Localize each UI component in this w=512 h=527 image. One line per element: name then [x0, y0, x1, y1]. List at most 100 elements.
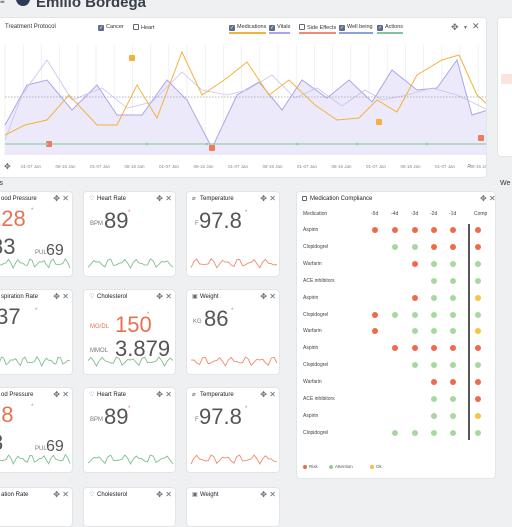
move-icon[interactable]: ✥: [53, 390, 60, 399]
series-toggle-medications[interactable]: ✓ Medications: [229, 24, 267, 34]
close-icon[interactable]: ✕: [62, 390, 69, 399]
checkbox[interactable]: [133, 24, 139, 30]
trend-arrow: *: [128, 210, 131, 216]
status-dot-green: [431, 429, 437, 436]
vital-value: 89: [104, 404, 129, 429]
trend-arrow: *: [31, 404, 34, 410]
medications-line: [4, 50, 486, 136]
move-icon[interactable]: ✥: [156, 490, 163, 499]
medication-name: Aspirin: [303, 294, 319, 301]
column-header: -5d: [371, 211, 379, 217]
close-icon[interactable]: ✕: [269, 292, 276, 301]
close-icon[interactable]: ✕: [165, 390, 172, 399]
move-icon[interactable]: ✥: [156, 292, 163, 301]
status-dot-red: [431, 227, 437, 233]
zoom-move-icon[interactable]: ✥: [4, 162, 11, 171]
close-icon[interactable]: ✕: [165, 194, 172, 203]
move-icon[interactable]: ✥: [260, 490, 267, 499]
sparkline-path: [87, 258, 174, 269]
toggle-label: Heart: [141, 25, 155, 31]
status-dot-green: [450, 396, 456, 402]
move-icon[interactable]: ✥: [53, 292, 60, 301]
legend-label: Attention: [335, 464, 353, 469]
dropdown-icon[interactable]: ▼: [463, 25, 468, 31]
event-marker: [209, 145, 215, 151]
trend-arrow: *: [35, 308, 38, 314]
compliance-dot-red: [475, 379, 481, 386]
weight-icon: ▣: [192, 492, 198, 498]
thermometer-icon: ⌀: [192, 392, 196, 398]
move-icon[interactable]: ✥: [260, 194, 267, 203]
avatar-icon[interactable]: [16, 0, 30, 6]
sparkline: [87, 356, 174, 367]
checkbox[interactable]: ✓: [269, 25, 275, 31]
close-icon[interactable]: ✕: [489, 194, 496, 203]
compliance-legend: Risk Attention Ok: [303, 464, 423, 472]
medication-name: Clopidogrel: [303, 243, 329, 250]
sparkline-path: [190, 454, 277, 465]
move-icon[interactable]: ✥: [156, 194, 163, 203]
close-icon[interactable]: ✕: [165, 490, 172, 499]
checkbox[interactable]: ✓: [98, 25, 104, 31]
series-color-line: [377, 32, 404, 34]
sparkline: [190, 258, 278, 269]
toggle-heart[interactable]: Heart: [133, 24, 154, 31]
medication-column-header: Medication: [303, 211, 328, 217]
column-header: -3d: [411, 211, 419, 217]
menu-icon[interactable]: ≡: [0, 0, 5, 6]
series-toggle-side-effects[interactable]: Side Effects: [299, 24, 337, 34]
checkbox[interactable]: ✓: [377, 25, 383, 31]
status-dot-red: [392, 345, 398, 352]
status-dot-green: [431, 396, 437, 402]
series-toggle-well-being[interactable]: ✓ Well being: [339, 24, 373, 34]
move-icon[interactable]: ✥: [53, 490, 60, 499]
close-icon[interactable]: ✕: [62, 194, 69, 203]
series-toggle-actions[interactable]: ✓ Actions: [377, 24, 404, 34]
close-icon[interactable]: ✕: [62, 292, 69, 301]
x-tick-label: 08-16 Jan: [55, 164, 76, 169]
move-icon[interactable]: ✥: [260, 292, 267, 301]
event-marker: [376, 119, 382, 125]
compliance-dot-yellow: [475, 412, 481, 419]
move-icon[interactable]: ✥: [53, 194, 60, 203]
sparkline-path: [0, 453, 71, 465]
vital-value: 97.8: [199, 404, 242, 429]
series-toggle-label: Vitals: [277, 24, 291, 30]
heart-icon: ♡: [89, 196, 95, 202]
header: ≡ Emilio Bordega: [0, 0, 512, 14]
close-icon[interactable]: ✕: [269, 390, 276, 399]
x-tick-label: 08-16 Jan: [262, 164, 283, 169]
series-toggle-vitals[interactable]: ✓ Vitals: [269, 24, 291, 34]
toggle-cancer[interactable]: ✓ Cancer: [98, 24, 124, 31]
card-title: Temperature: [200, 196, 234, 202]
zoom-icon[interactable]: ⌕: [467, 161, 472, 170]
close-icon[interactable]: ✕: [165, 292, 172, 301]
move-icon[interactable]: ✥: [260, 390, 267, 399]
status-dot-red: [412, 260, 418, 267]
status-dot-green: [431, 260, 437, 267]
move-icon[interactable]: ✥: [480, 194, 487, 203]
pulse-value: 69: [46, 242, 64, 259]
status-dot-green: [431, 362, 437, 369]
x-tick-label: 01-07 Jan: [297, 164, 318, 169]
medication-name: Aspirin: [303, 412, 319, 419]
status-dot-green: [450, 328, 456, 335]
status-dot-green: [412, 311, 418, 318]
checkbox[interactable]: ✓: [229, 25, 235, 31]
close-icon[interactable]: ✕: [62, 490, 69, 499]
move-icon[interactable]: ✥: [156, 390, 163, 399]
close-icon[interactable]: ✕: [472, 21, 480, 31]
move-icon[interactable]: ✥: [451, 22, 459, 32]
status-dot-red: [372, 311, 378, 318]
close-icon[interactable]: ✕: [269, 490, 276, 499]
medication-name: Warfarin: [303, 260, 322, 267]
weight-icon: ▣: [192, 294, 198, 300]
vital-value: 89: [104, 208, 129, 233]
card-title: spiration Rate: [1, 294, 39, 300]
x-axis-ticks: 01-07 Jan 08-16 Jan 01-07 Jan 08-16 Jan 01-0…: [0, 164, 486, 172]
checkbox[interactable]: [299, 24, 305, 30]
close-icon[interactable]: ✕: [269, 194, 276, 203]
checkbox[interactable]: ✓: [339, 25, 345, 31]
